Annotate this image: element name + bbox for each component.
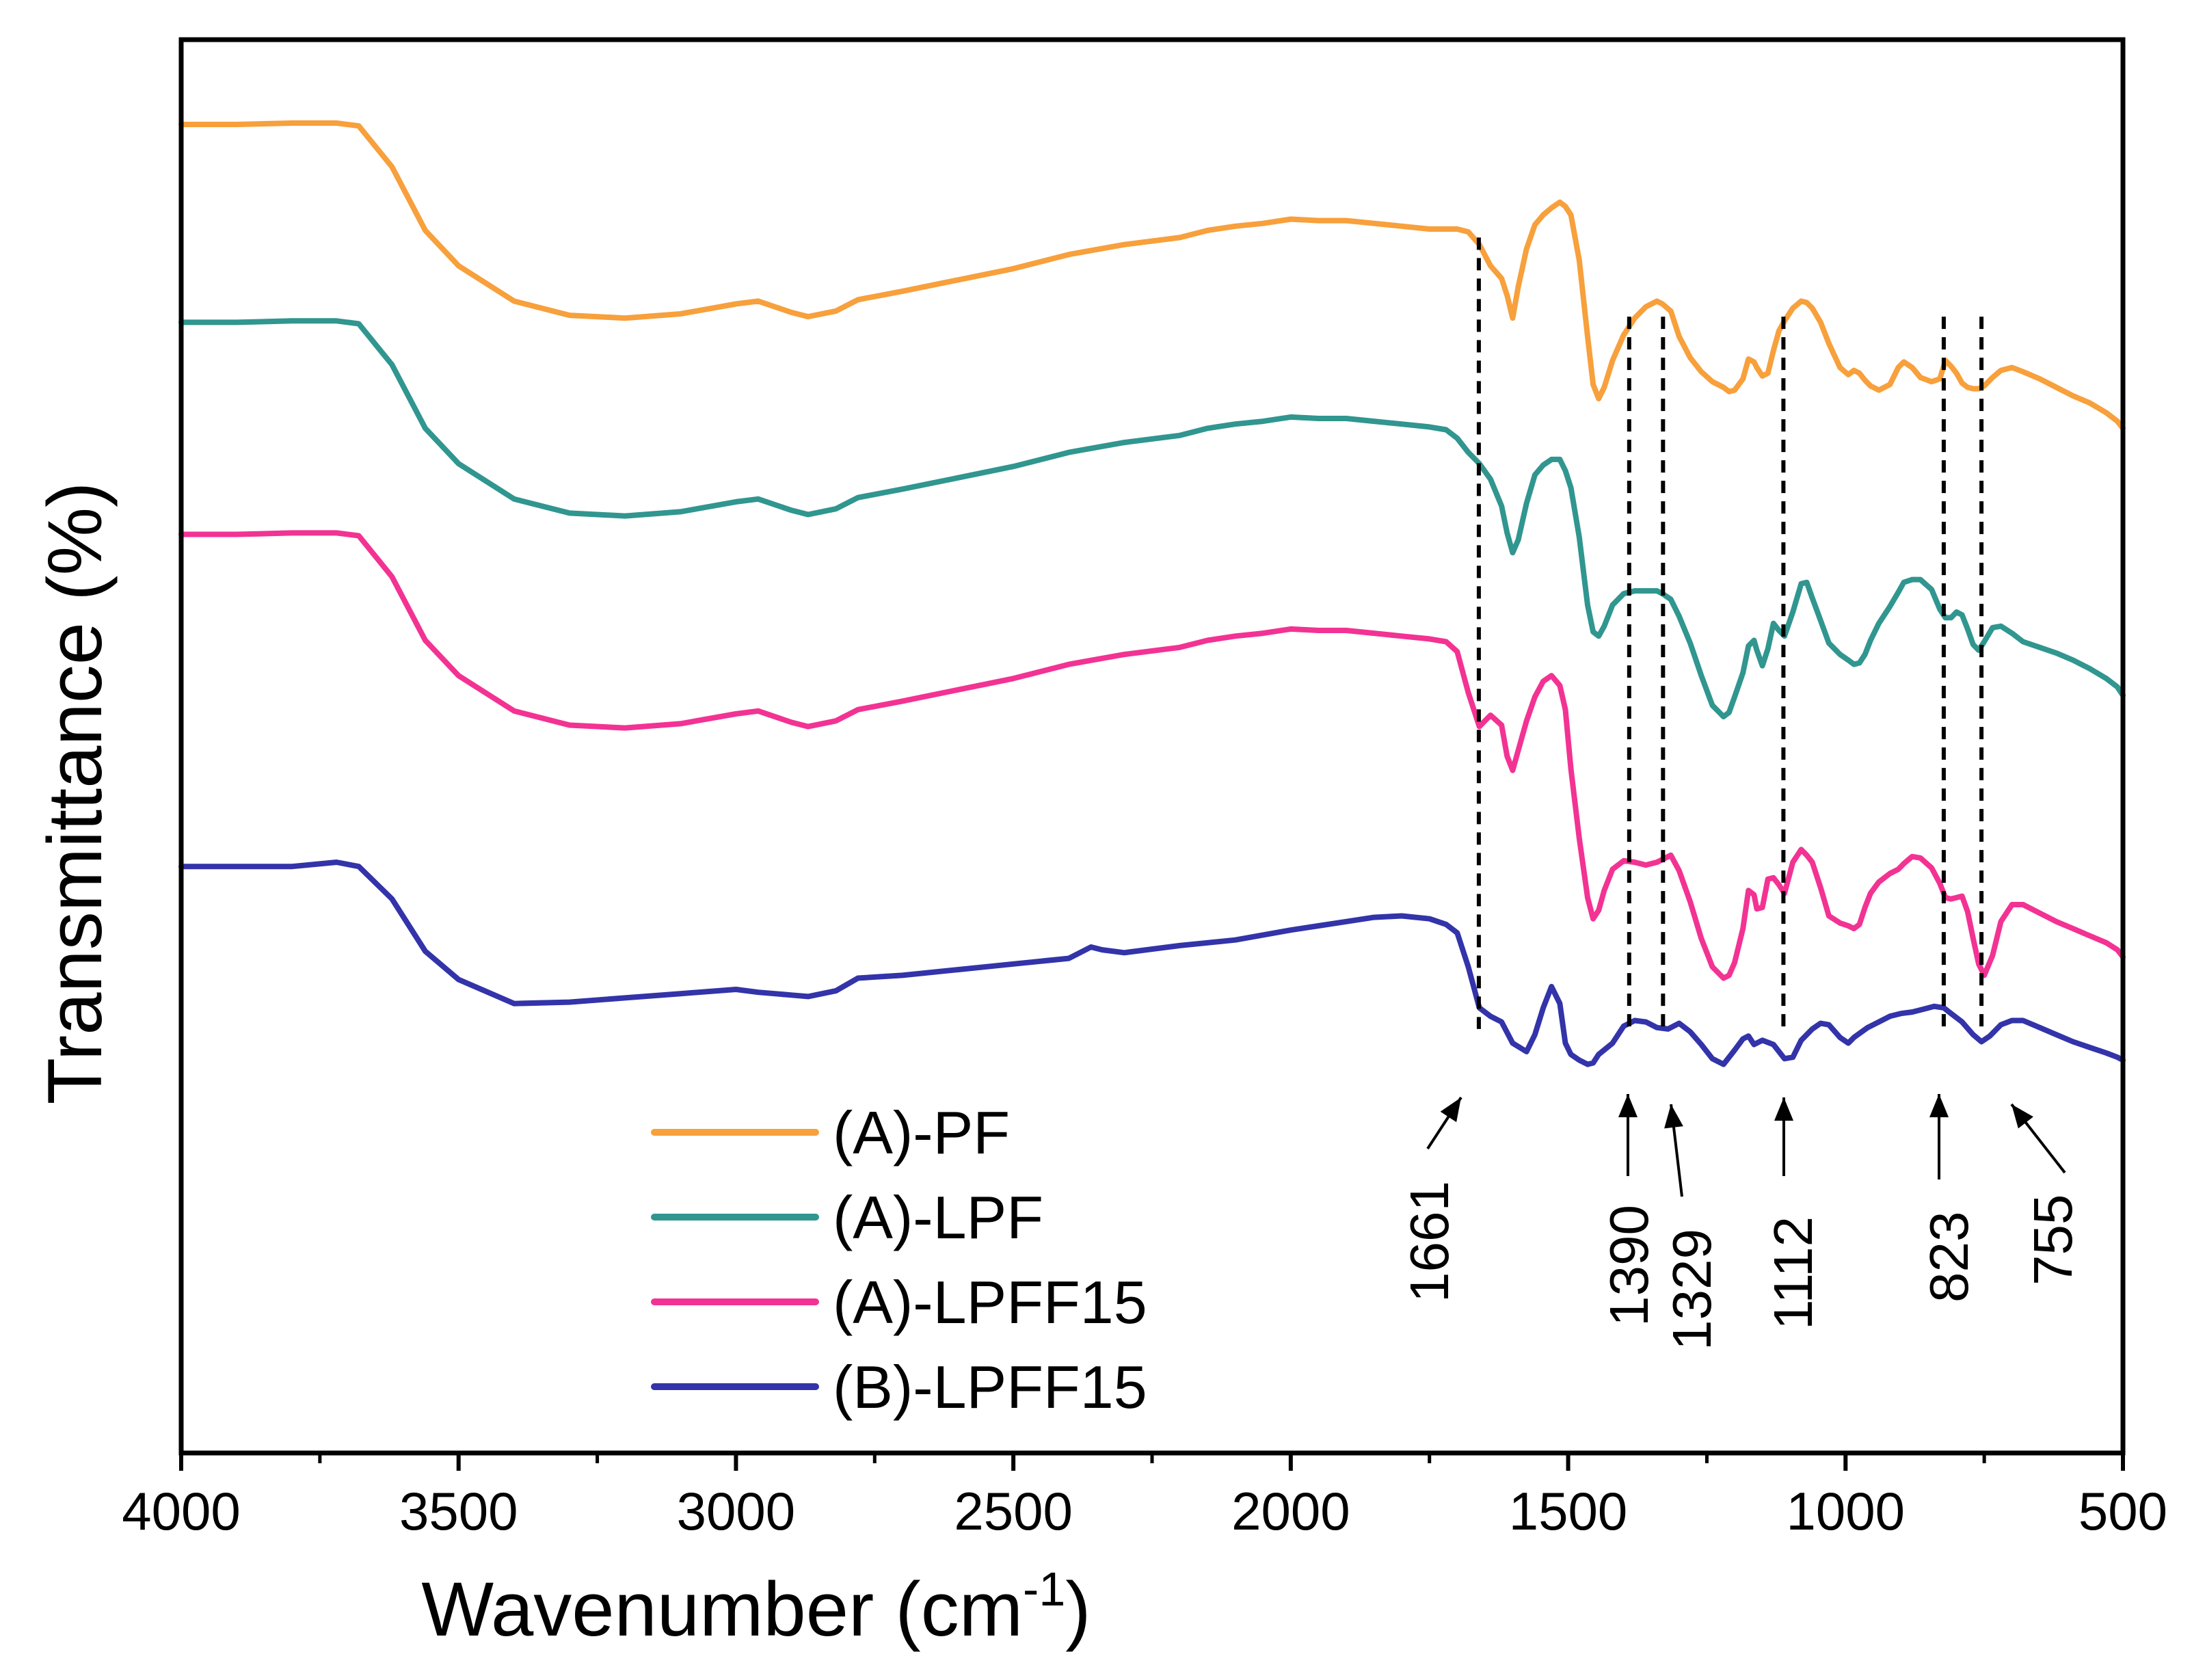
x-axis-ticks: 4000 3500 3000 2500 2000 1500 1000 500 [122,1453,2167,1541]
peak-label-1661: 1661 [1399,1181,1460,1303]
x-tick-label: 1000 [1787,1481,1906,1541]
x-tick-label: 500 [2079,1481,2167,1541]
x-tick-label: 3000 [677,1481,796,1541]
legend-label-1: (A)-PF [833,1099,1010,1166]
peak-arrow-head [2011,1104,2033,1129]
peak-arrow-head [1774,1097,1793,1121]
x-axis-title-close: ) [1065,1566,1091,1652]
peak-annotations: 1661 1390 1329 1112 823 755 [1399,1094,2083,1350]
x-tick-label: 2500 [954,1481,1073,1541]
legend-label-2: (A)-LPF [833,1184,1043,1251]
x-tick-label: 1500 [1509,1481,1628,1541]
peak-arrow-head [1929,1094,1949,1117]
x-tick-label: 4000 [122,1481,241,1541]
peak-arrow-head [1664,1104,1683,1129]
peak-arrow-head [1618,1094,1638,1117]
peak-label-755: 755 [2022,1195,2083,1285]
series-line-3 [178,530,2126,981]
peak-label-823: 823 [1919,1212,1979,1303]
legend-label-4: (B)-LPFF15 [833,1353,1147,1421]
series-line-2 [178,318,2126,720]
peak-arrow-head [1440,1097,1461,1123]
x-axis-title: Wavenumber (cm-1) [421,1562,1091,1652]
peak-label-1390: 1390 [1599,1205,1659,1326]
series-layer [178,120,2126,1067]
plot-frame [178,37,2126,1456]
x-tick-label: 3500 [399,1481,518,1541]
series-line-1 [178,120,2126,431]
y-axis-title: Transmittance (%) [32,482,118,1105]
x-axis-title-superscript: -1 [1023,1562,1065,1616]
legend: (A)-PF (A)-LPF (A)-LPFF15 (B)-LPFF15 [651,1099,1147,1421]
peak-label-1329: 1329 [1661,1229,1722,1350]
series-line-4 [178,859,2126,1067]
legend-label-3: (A)-LPFF15 [833,1268,1147,1336]
peak-label-1112: 1112 [1763,1216,1823,1330]
x-tick-label: 2000 [1231,1481,1350,1541]
reference-lines [1476,237,1984,1029]
